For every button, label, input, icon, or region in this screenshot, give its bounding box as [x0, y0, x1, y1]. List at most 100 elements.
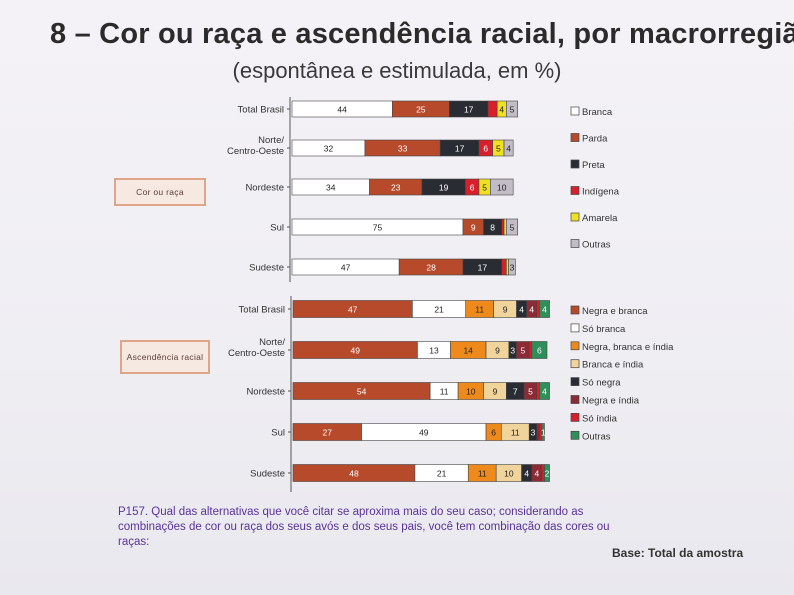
- data-label-sudeste-negra-e-branca: 48: [349, 468, 359, 478]
- sample-base-note: Base: Total da amostra: [612, 546, 744, 560]
- legend-label-negra-e-india: Negra e índia: [582, 396, 640, 407]
- legend-swatch-negra-e-india: [570, 395, 580, 404]
- data-label-nordeste-amarela: 5: [482, 182, 487, 192]
- legend-label-so-india: Só índia: [582, 413, 618, 424]
- data-label-sudeste-negra-branca-e-india: 11: [478, 468, 487, 478]
- data-label-sudeste-preta: 17: [478, 262, 488, 272]
- data-label-sul-negra-e-branca: 27: [323, 427, 333, 437]
- legend-label-indigena: Indígena: [582, 187, 620, 198]
- data-label-sul-branca: 75: [373, 222, 383, 232]
- legend-swatch-branca: [570, 106, 580, 116]
- data-label-sudeste-branca: 47: [341, 262, 351, 272]
- data-label-sudeste-negra-e-india: 4: [534, 468, 539, 478]
- category-label-sudeste: Sudeste: [249, 263, 284, 274]
- legend-swatch-amarela: [570, 212, 580, 222]
- bar-sudeste-outras: [544, 464, 550, 482]
- legend-swatch-negra-branca-e-india: [570, 341, 580, 351]
- legend-swatch-outras: [570, 430, 580, 440]
- bar-total-brasil-indigena: [487, 100, 498, 118]
- data-label-sudeste-so-branca: 21: [437, 468, 447, 478]
- data-label-nordeste-negra-e-branca: 54: [357, 386, 367, 396]
- category-label-sul: Sul: [271, 428, 285, 439]
- category-label-nordeste: Nordeste: [246, 387, 285, 398]
- data-label-nordeste-preta: 19: [439, 182, 449, 192]
- data-label-norte-centro-oeste-outras: 6: [537, 345, 542, 355]
- category-label-norte-centro-oeste: Norte/Centro-Oeste: [228, 337, 285, 359]
- category-label-nordeste: Nordeste: [245, 183, 284, 194]
- bar-sudeste-amarela: [506, 258, 509, 276]
- data-label-norte-centro-oeste-negra-branca-e-india: 14: [464, 345, 474, 355]
- data-label-sul-branca-e-india: 11: [511, 427, 520, 437]
- bar-sul-outras: [506, 218, 519, 236]
- legend-swatch-parda: [570, 133, 580, 142]
- data-label-total-brasil-outras: 5: [510, 104, 515, 114]
- data-label-sul-parda: 9: [471, 222, 476, 232]
- data-label-norte-centro-oeste-amarela: 5: [496, 143, 501, 153]
- data-label-total-brasil-negra-e-branca: 47: [348, 304, 358, 314]
- legend-label-amarela: Amarela: [582, 213, 618, 224]
- data-label-norte-centro-oeste-negra-e-branca: 49: [350, 345, 360, 355]
- legend-swatch-outras: [570, 239, 580, 248]
- data-label-norte-centro-oeste-so-negra: 3: [510, 345, 515, 355]
- legend-swatch-so-negra: [570, 377, 580, 386]
- data-label-sul-preta: 8: [490, 222, 495, 232]
- category-label-total-brasil: Total Brasil: [239, 305, 285, 316]
- bar-sul-amarela: [503, 218, 507, 236]
- data-label-sudeste-so-negra: 4: [524, 468, 529, 478]
- bar-total-brasil-outras: [539, 300, 550, 318]
- data-label-total-brasil-branca: 44: [337, 104, 347, 114]
- legend-label-outras: Outras: [582, 240, 611, 251]
- data-label-nordeste-outras: 10: [497, 182, 507, 192]
- data-label-total-brasil-preta: 17: [464, 104, 474, 114]
- category-label-norte-centro-oeste: Norte/Centro-Oeste: [227, 135, 284, 157]
- question-footnote: P157. Qual das alternativas que você cit…: [118, 506, 610, 548]
- bar-sul-indigena: [501, 218, 505, 236]
- data-label-sul-so-negra: 3: [531, 427, 536, 437]
- category-label-sudeste: Sudeste: [250, 469, 285, 480]
- data-label-sudeste-outras: 2: [545, 468, 550, 478]
- legend-label-negra-e-branca: Negra e branca: [582, 306, 648, 317]
- data-label-total-brasil-so-negra: 4: [519, 304, 524, 314]
- bar-total-brasil-so-india: [536, 300, 540, 318]
- data-label-total-brasil-branca-e-india: 9: [503, 304, 508, 314]
- data-label-norte-centro-oeste-negra-e-india: 5: [521, 345, 526, 355]
- data-label-nordeste-so-branca: 11: [440, 386, 449, 396]
- data-label-sul-outras: 1: [541, 427, 546, 437]
- legend-label-branca: Branca: [582, 107, 613, 118]
- data-label-nordeste-branca-e-india: 9: [493, 386, 498, 396]
- data-label-nordeste-negra-branca-e-india: 10: [466, 386, 476, 396]
- chart-subtitle: (espontânea e estimulada, em %): [232, 58, 562, 83]
- bar-sudeste-outras: [508, 258, 516, 276]
- category-label-sul: Sul: [270, 223, 284, 234]
- data-label-nordeste-parda: 23: [391, 182, 401, 192]
- bar-sul-negra-e-india: [536, 423, 540, 441]
- data-label-total-brasil-amarela: 4: [499, 104, 504, 114]
- data-label-norte-centro-oeste-outras: 4: [506, 143, 511, 153]
- data-label-total-brasil-negra-branca-e-india: 11: [475, 304, 484, 314]
- legend-label-parda: Parda: [582, 134, 608, 145]
- data-label-norte-centro-oeste-branca-e-india: 9: [495, 345, 500, 355]
- bar-nordeste-outras: [490, 178, 514, 196]
- data-label-nordeste-outras: 4: [542, 386, 547, 396]
- data-label-total-brasil-negra-e-india: 4: [529, 304, 534, 314]
- legend-swatch-indigena: [570, 186, 580, 195]
- legend-label-negra-branca-e-india: Negra, branca e índia: [582, 342, 674, 353]
- legend-swatch-negra-e-branca: [570, 305, 580, 315]
- data-label-nordeste-negra-e-india: 5: [528, 386, 533, 396]
- bar-nordeste-outras: [539, 382, 550, 400]
- legend-swatch-preta: [570, 159, 580, 169]
- group-label-cor-ou-raca: Cor ou raça: [114, 178, 206, 206]
- data-label-total-brasil-so-branca: 21: [434, 304, 444, 314]
- bar-sudeste-indigena: [501, 258, 507, 276]
- bar-nordeste-so-india: [536, 382, 540, 400]
- data-label-norte-centro-oeste-branca: 32: [324, 143, 334, 153]
- legend-label-so-negra: Só negra: [582, 378, 621, 389]
- data-label-sul-so-branca: 49: [419, 427, 429, 437]
- data-label-norte-centro-oeste-so-branca: 13: [429, 345, 439, 355]
- legend-swatch-so-branca: [570, 323, 580, 333]
- bar-norte-centro-oeste-so-india: [528, 341, 533, 359]
- data-label-sudeste-branca-e-india: 10: [504, 468, 514, 478]
- data-label-nordeste-so-negra: 7: [513, 386, 518, 396]
